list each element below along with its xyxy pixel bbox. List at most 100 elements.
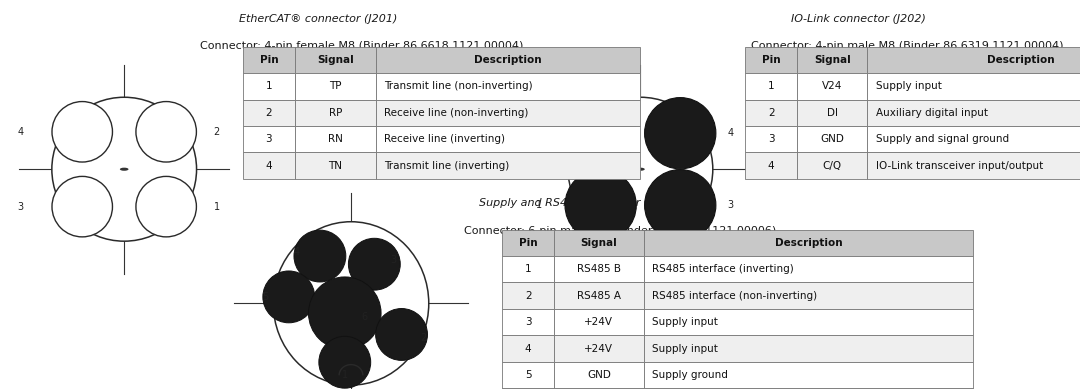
Bar <box>644 309 973 335</box>
Text: Signal: Signal <box>813 55 851 65</box>
Text: Supply input: Supply input <box>876 81 942 91</box>
Text: RS485 B: RS485 B <box>577 264 621 274</box>
Ellipse shape <box>319 336 370 388</box>
Text: C/Q: C/Q <box>823 161 841 171</box>
Bar <box>554 388 644 389</box>
Text: 2: 2 <box>214 127 220 137</box>
Bar <box>745 152 797 179</box>
Text: Connector: 4-pin female M8 (Binder 86 6618 1121 00004).: Connector: 4-pin female M8 (Binder 86 66… <box>200 41 527 51</box>
Text: Supply input: Supply input <box>652 317 718 327</box>
Text: RP: RP <box>328 108 342 118</box>
Text: Description: Description <box>774 238 842 248</box>
Bar <box>243 47 295 73</box>
Text: Supply ground: Supply ground <box>652 370 728 380</box>
Bar <box>295 126 376 152</box>
Bar <box>554 256 644 282</box>
Text: IO-Link transceiver input/output: IO-Link transceiver input/output <box>876 161 1043 171</box>
Bar <box>554 282 644 309</box>
Ellipse shape <box>565 98 636 169</box>
Text: 4: 4 <box>525 343 531 354</box>
Bar <box>745 126 797 152</box>
Text: Supply and signal ground: Supply and signal ground <box>876 134 1009 144</box>
Text: Supply and RS485 connector (J203): Supply and RS485 connector (J203) <box>478 198 677 209</box>
Bar <box>502 230 554 256</box>
Bar <box>867 126 1080 152</box>
Bar <box>502 335 554 362</box>
Bar <box>867 47 1080 73</box>
Bar <box>867 100 1080 126</box>
Bar <box>376 100 640 126</box>
Text: 3: 3 <box>391 255 396 265</box>
Text: Receive line (non-inverting): Receive line (non-inverting) <box>384 108 529 118</box>
Text: 6: 6 <box>361 312 367 322</box>
Text: EtherCAT® connector (J201): EtherCAT® connector (J201) <box>240 14 397 24</box>
Ellipse shape <box>565 170 636 241</box>
Ellipse shape <box>645 98 716 169</box>
Circle shape <box>636 168 645 171</box>
Text: 1: 1 <box>341 370 348 380</box>
Bar <box>243 100 295 126</box>
Ellipse shape <box>294 230 346 282</box>
Ellipse shape <box>645 170 716 241</box>
Text: 3: 3 <box>525 317 531 327</box>
Bar <box>376 47 640 73</box>
Bar <box>502 388 554 389</box>
Text: 5: 5 <box>525 370 531 380</box>
Bar <box>554 362 644 388</box>
Bar <box>295 47 376 73</box>
Text: 4: 4 <box>266 161 272 171</box>
Text: 5: 5 <box>262 292 268 302</box>
Ellipse shape <box>52 176 112 237</box>
Text: TN: TN <box>328 161 342 171</box>
Text: RS485 A: RS485 A <box>577 291 621 301</box>
Text: Receive line (inverting): Receive line (inverting) <box>384 134 505 144</box>
Bar <box>644 230 973 256</box>
Bar <box>502 282 554 309</box>
Bar <box>554 230 644 256</box>
Bar <box>797 47 867 73</box>
Bar <box>797 152 867 179</box>
Bar <box>644 362 973 388</box>
Text: 2: 2 <box>420 333 427 343</box>
Ellipse shape <box>136 102 197 162</box>
Text: 1: 1 <box>525 264 531 274</box>
Text: Transmit line (non-inverting): Transmit line (non-inverting) <box>384 81 534 91</box>
Ellipse shape <box>262 271 314 323</box>
Bar <box>867 73 1080 100</box>
Text: V24: V24 <box>822 81 842 91</box>
Circle shape <box>120 168 129 171</box>
Text: 1: 1 <box>214 202 220 212</box>
Text: 2: 2 <box>266 108 272 118</box>
Text: IO-Link connector (J202): IO-Link connector (J202) <box>792 14 926 24</box>
Bar <box>745 73 797 100</box>
Text: TP: TP <box>329 81 341 91</box>
Bar <box>644 388 973 389</box>
Text: 4: 4 <box>17 127 24 137</box>
Bar <box>554 309 644 335</box>
Bar <box>295 73 376 100</box>
Bar <box>797 73 867 100</box>
Ellipse shape <box>52 102 112 162</box>
Bar <box>745 100 797 126</box>
Text: GND: GND <box>586 370 611 380</box>
Text: 4: 4 <box>293 247 299 257</box>
Ellipse shape <box>349 238 401 290</box>
Text: 2: 2 <box>525 291 531 301</box>
Text: 1: 1 <box>266 81 272 91</box>
Bar <box>295 152 376 179</box>
Text: Description: Description <box>987 55 1055 65</box>
Text: 2: 2 <box>536 128 542 138</box>
Ellipse shape <box>376 308 428 360</box>
Text: Pin: Pin <box>259 55 279 65</box>
Bar <box>376 73 640 100</box>
Bar <box>243 152 295 179</box>
Text: Signal: Signal <box>316 55 354 65</box>
Text: 4: 4 <box>768 161 774 171</box>
Bar <box>644 282 973 309</box>
Bar <box>797 126 867 152</box>
Bar <box>243 73 295 100</box>
Bar <box>644 256 973 282</box>
Bar <box>376 152 640 179</box>
Bar <box>376 126 640 152</box>
Text: Pin: Pin <box>761 55 781 65</box>
